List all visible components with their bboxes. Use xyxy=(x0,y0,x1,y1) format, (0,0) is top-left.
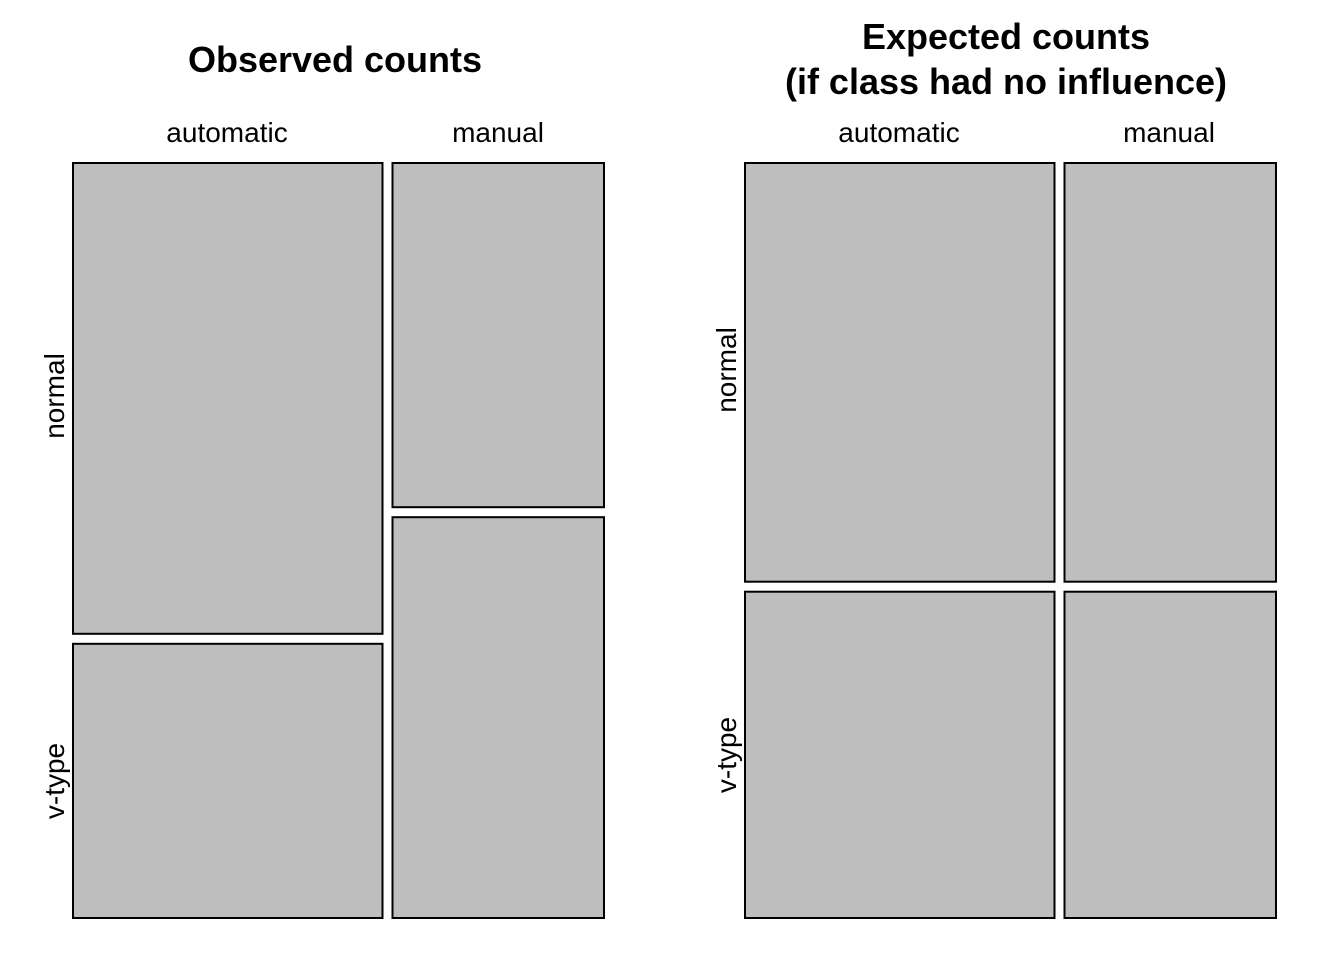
expected-row-label-normal: normal xyxy=(711,327,742,413)
observed-title: Observed counts xyxy=(188,39,482,80)
observed-row-label-vtype: v-type xyxy=(39,743,70,819)
tile-automatic-normal xyxy=(72,162,384,635)
tile-automatic-normal xyxy=(744,162,1056,583)
expected-title: Expected counts xyxy=(862,16,1150,57)
observed-col-label-manual: manual xyxy=(452,117,544,148)
expected-tiles xyxy=(744,162,1277,919)
expected-row-label-vtype: v-type xyxy=(711,717,742,793)
expected-subtitle: (if class had no influence) xyxy=(785,61,1227,102)
tile-manual-v-type xyxy=(391,516,605,919)
expected-col-label-manual: manual xyxy=(1123,117,1215,148)
tile-automatic-v-type xyxy=(72,642,384,919)
expected-col-label-automatic: automatic xyxy=(838,117,959,148)
observed-tiles xyxy=(72,162,605,919)
tile-manual-v-type xyxy=(1063,590,1277,919)
tile-automatic-v-type xyxy=(744,590,1056,919)
tile-manual-normal xyxy=(391,162,605,509)
observed-col-label-automatic: automatic xyxy=(166,117,287,148)
observed-row-label-normal: normal xyxy=(39,353,70,439)
tile-manual-normal xyxy=(1063,162,1277,583)
